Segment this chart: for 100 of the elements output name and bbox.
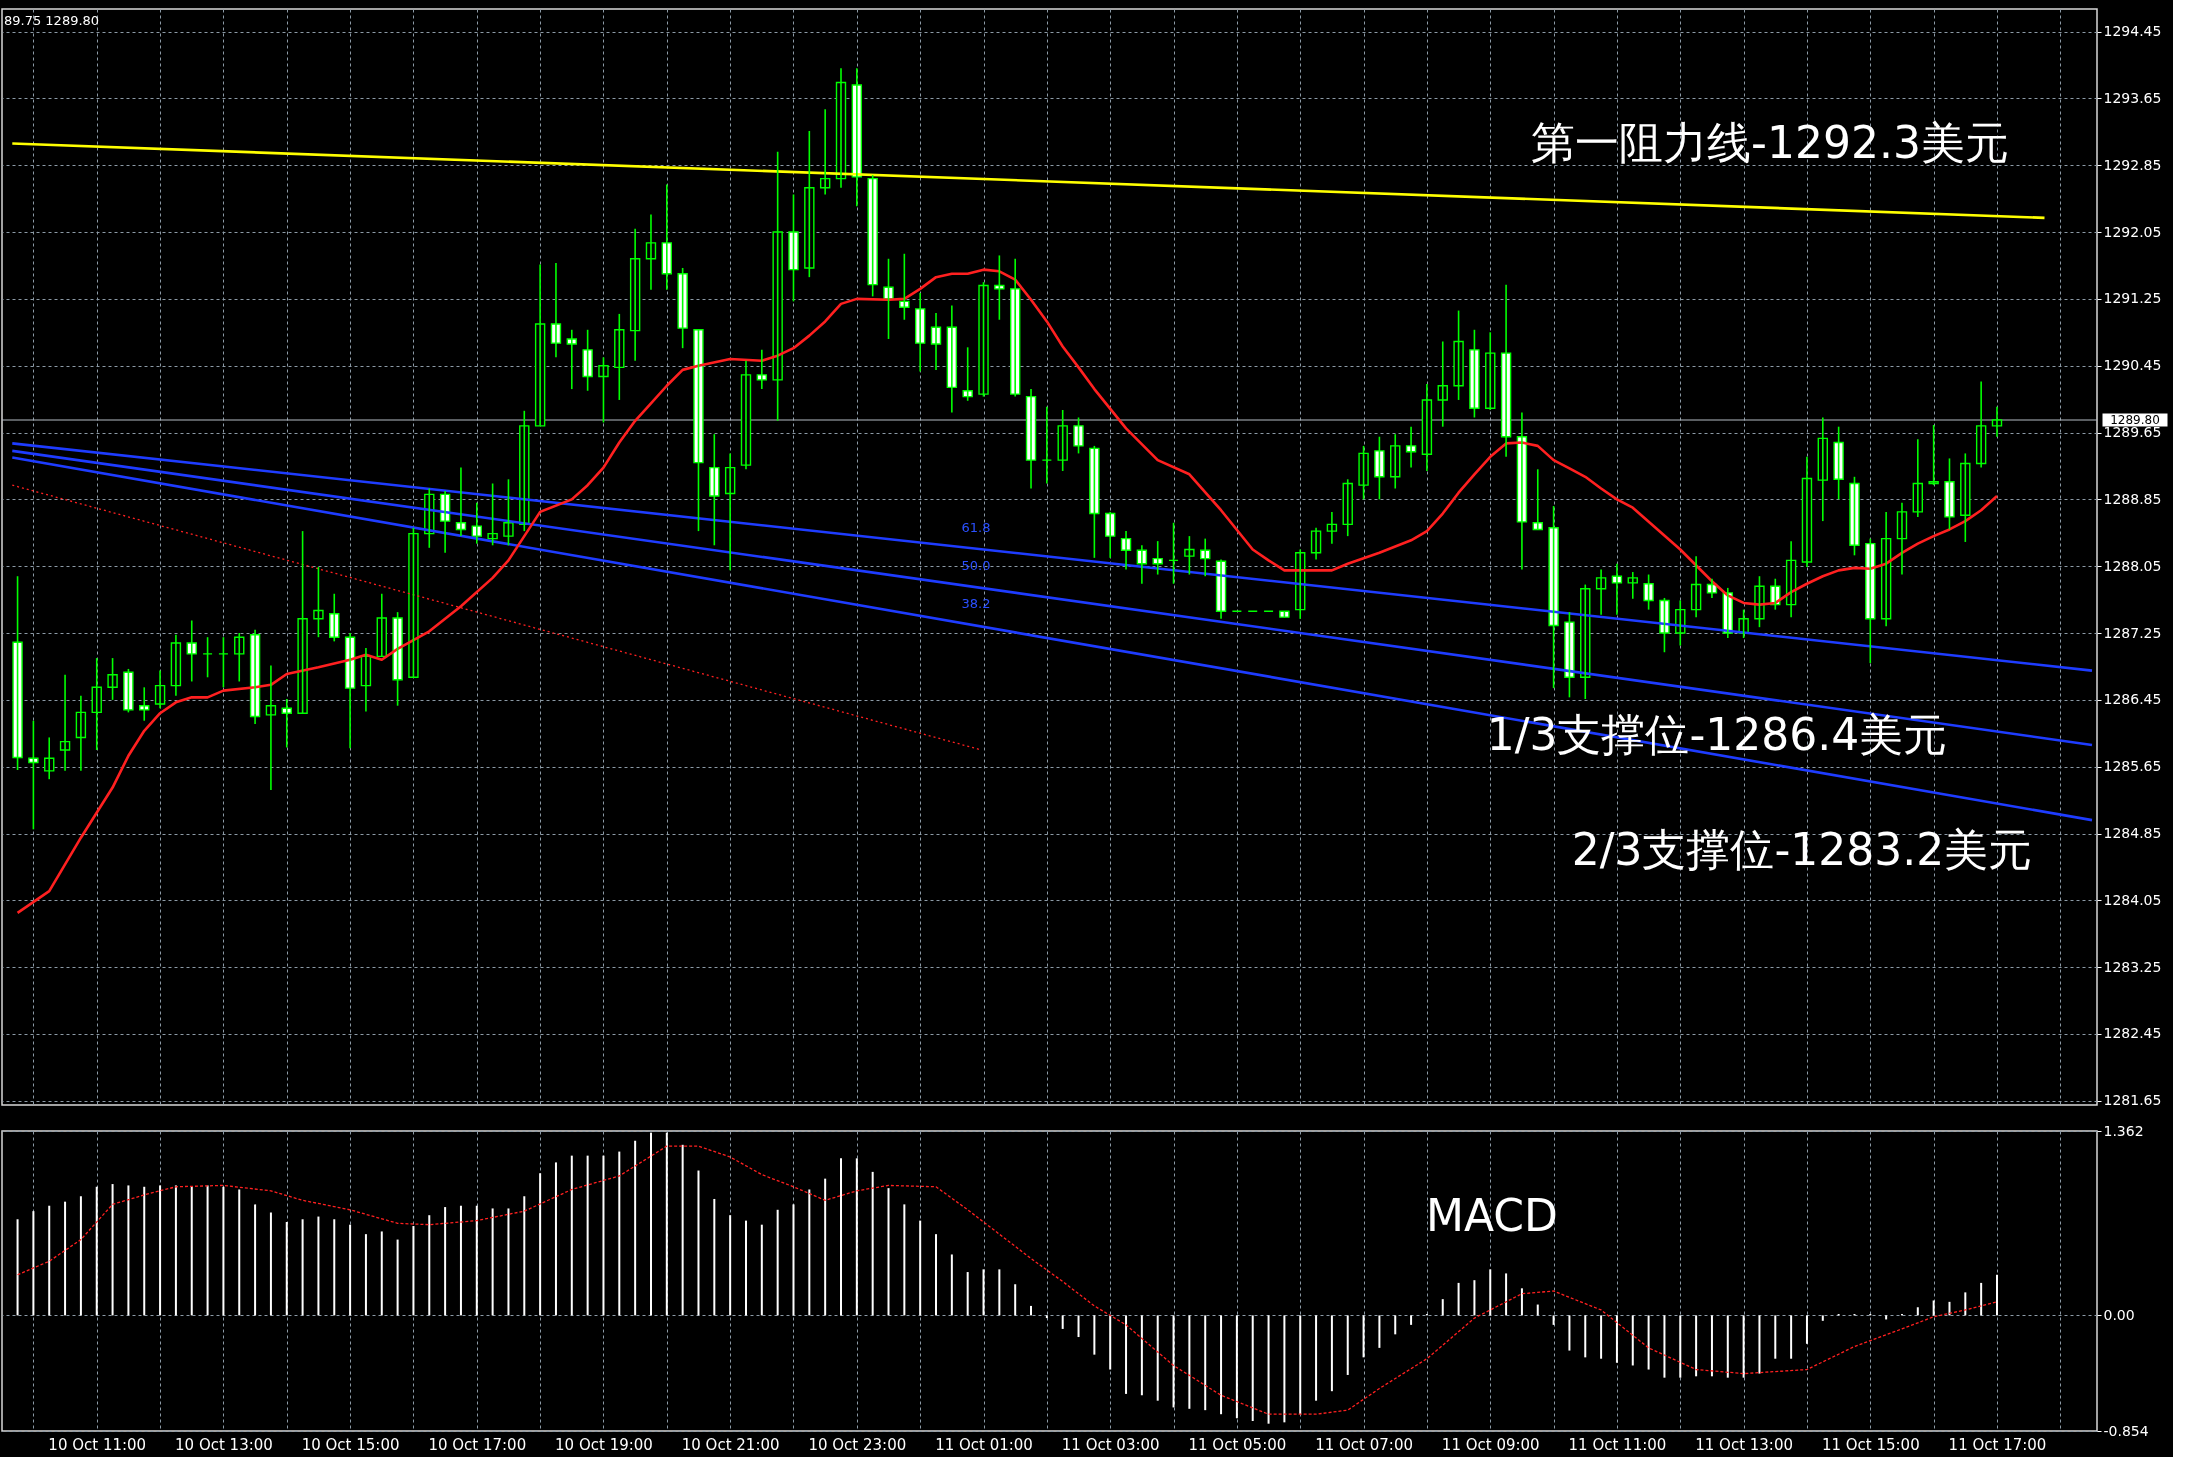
bar [111,1184,114,1316]
y-tick-label: -0.854 [2103,1422,2149,1439]
bar [539,1173,542,1316]
x-tick-label: 11 Oct 13:00 [1695,1435,1794,1454]
bar [317,1216,320,1316]
candlestick [709,433,720,547]
bar [649,1132,652,1316]
bar [729,1215,732,1316]
bar [1568,1315,1571,1351]
bar [64,1201,67,1316]
bar [364,1234,367,1316]
bar [396,1239,399,1316]
y-tick-label: 1288.05 [2103,557,2162,574]
bar [808,1189,811,1316]
bar [491,1208,494,1316]
bar [1125,1315,1128,1394]
candlestick [693,328,704,532]
bar [190,1186,193,1316]
y-tick-label: 1289.65 [2103,424,2162,441]
bar [1631,1315,1634,1366]
bar [380,1231,383,1316]
y-tick-label: 1283.25 [2103,958,2162,975]
bar [412,1226,415,1316]
bar [1600,1315,1603,1359]
candlestick [1358,445,1369,501]
bar [824,1178,827,1316]
bar [602,1155,605,1316]
ref-line-label: 1289.80 [2110,413,2160,427]
y-tick-label: 1292.85 [2103,156,2162,173]
bar [1584,1315,1587,1358]
bar [982,1269,985,1316]
bar [840,1158,842,1316]
bar [1030,1305,1033,1316]
bar [1441,1299,1444,1316]
candlestick [582,328,593,392]
candlestick [1548,505,1559,689]
bar [285,1221,288,1316]
candlestick [408,526,419,679]
x-tick-label: 10 Oct 15:00 [301,1435,400,1454]
annotation: 50.0 [961,558,991,573]
candlestick [487,482,498,547]
candlestick [1374,435,1385,501]
candlestick [772,151,783,422]
candlestick [1833,425,1844,501]
bar [1109,1315,1112,1370]
bar [1220,1315,1223,1415]
bar [1505,1273,1508,1316]
candlestick [12,575,23,771]
bar [1885,1315,1888,1320]
bar [1410,1315,1413,1325]
bar [855,1158,858,1316]
bar [1140,1315,1143,1396]
bar [174,1185,177,1316]
candlestick [392,611,403,707]
bar [16,1219,19,1316]
bar [428,1215,431,1316]
bar [1346,1315,1349,1375]
candlestick [978,281,989,398]
y-tick-label: 1.362 [2103,1122,2144,1139]
x-tick-label: 10 Oct 11:00 [48,1435,147,1454]
bar [507,1208,510,1316]
bar [760,1224,763,1316]
bar [1394,1315,1397,1335]
x-tick-label: 11 Oct 01:00 [935,1435,1033,1454]
candlestick [804,130,815,278]
bar [1061,1315,1064,1329]
bar [713,1198,716,1316]
candlestick [297,530,308,715]
annotation: 2/3支撑位-1283.2美元 [1571,824,2033,875]
candlestick [994,254,1005,321]
bar [1821,1315,1824,1321]
bar [776,1209,779,1316]
bar [554,1162,557,1316]
candlestick [1564,611,1575,699]
annotation: 61.8 [961,520,991,535]
x-tick-label: 10 Oct 23:00 [808,1435,907,1454]
bar [1726,1315,1729,1378]
bar [586,1155,589,1316]
x-tick-label: 10 Oct 19:00 [555,1435,653,1454]
y-tick-label: 1284.85 [2103,825,2162,842]
x-tick-label: 11 Oct 11:00 [1568,1435,1667,1454]
y-tick-label: 1288.85 [2103,490,2162,507]
bar [1045,1315,1048,1319]
bar [269,1212,272,1316]
y-tick-label: 1290.45 [2103,357,2162,374]
candlestick [788,193,799,303]
bar [459,1205,462,1316]
bar [32,1211,35,1316]
candlestick [1928,424,1939,486]
bar [475,1205,478,1316]
bar [1378,1315,1381,1348]
bar [1251,1315,1254,1421]
candlestick [123,668,134,714]
bar [1663,1315,1666,1378]
bar [127,1185,130,1316]
annotation: MACD [1426,1190,1558,1241]
annotation: 89.75 1289.80 [4,13,100,28]
bar [1267,1315,1270,1424]
bar [681,1144,684,1316]
bar [570,1155,573,1316]
